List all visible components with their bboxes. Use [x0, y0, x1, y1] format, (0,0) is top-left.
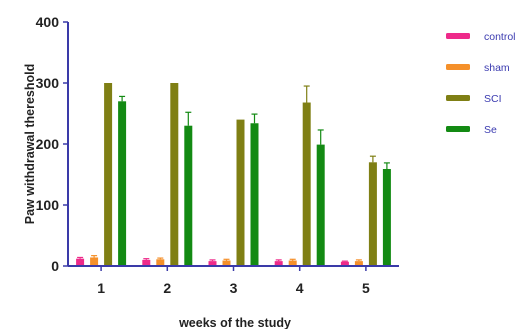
x-tick-label: 1 — [97, 280, 105, 296]
bar-control — [142, 259, 151, 266]
x-axis-ticks: 1 2 3 4 5 — [97, 266, 370, 296]
y-axis-title: Paw withdrawal thereshold — [23, 64, 37, 224]
bar-se — [184, 125, 193, 266]
y-axis-ticks: 0 100 200 300 400 — [36, 14, 68, 274]
bar-sci — [104, 83, 113, 266]
y-tick-label: 400 — [36, 14, 60, 30]
bar-control — [340, 261, 349, 266]
legend-label-sci: SCI — [484, 93, 502, 105]
bar-sci — [368, 162, 377, 266]
legend-swatch-control — [446, 33, 470, 39]
x-tick-label: 5 — [362, 280, 370, 296]
legend-swatch-se — [446, 126, 470, 132]
legend-label-control: control — [484, 31, 516, 43]
legend-label-sham: sham — [484, 62, 510, 74]
y-tick-label: 300 — [36, 75, 60, 91]
bar-control — [76, 258, 85, 266]
bar-sham — [90, 257, 99, 266]
y-tick-label: 100 — [36, 197, 60, 213]
x-tick-label: 4 — [296, 280, 304, 296]
bar-se — [316, 144, 325, 266]
bar-sham — [156, 259, 165, 266]
x-axis-title: weeks of the study — [178, 316, 291, 329]
bar-sham — [222, 260, 231, 266]
bar-sham — [354, 261, 363, 266]
legend-swatch-sham — [446, 64, 470, 70]
axes — [67, 22, 399, 267]
legend: control sham SCI Se — [446, 31, 516, 136]
bar-control — [208, 261, 217, 266]
x-tick-label: 2 — [163, 280, 171, 296]
x-tick-label: 3 — [230, 280, 238, 296]
bar-se — [118, 101, 127, 266]
bar-sci — [170, 83, 179, 266]
bars — [76, 83, 391, 267]
bar-sci — [302, 102, 311, 267]
bar-se — [382, 169, 391, 266]
bar-se — [250, 123, 259, 266]
legend-swatch-sci — [446, 95, 470, 101]
bar-control — [274, 261, 283, 266]
y-tick-label: 0 — [51, 258, 59, 274]
bar-sci — [236, 119, 245, 266]
bar-sham — [288, 260, 297, 266]
legend-label-se: Se — [484, 124, 497, 136]
y-tick-label: 200 — [36, 136, 60, 152]
